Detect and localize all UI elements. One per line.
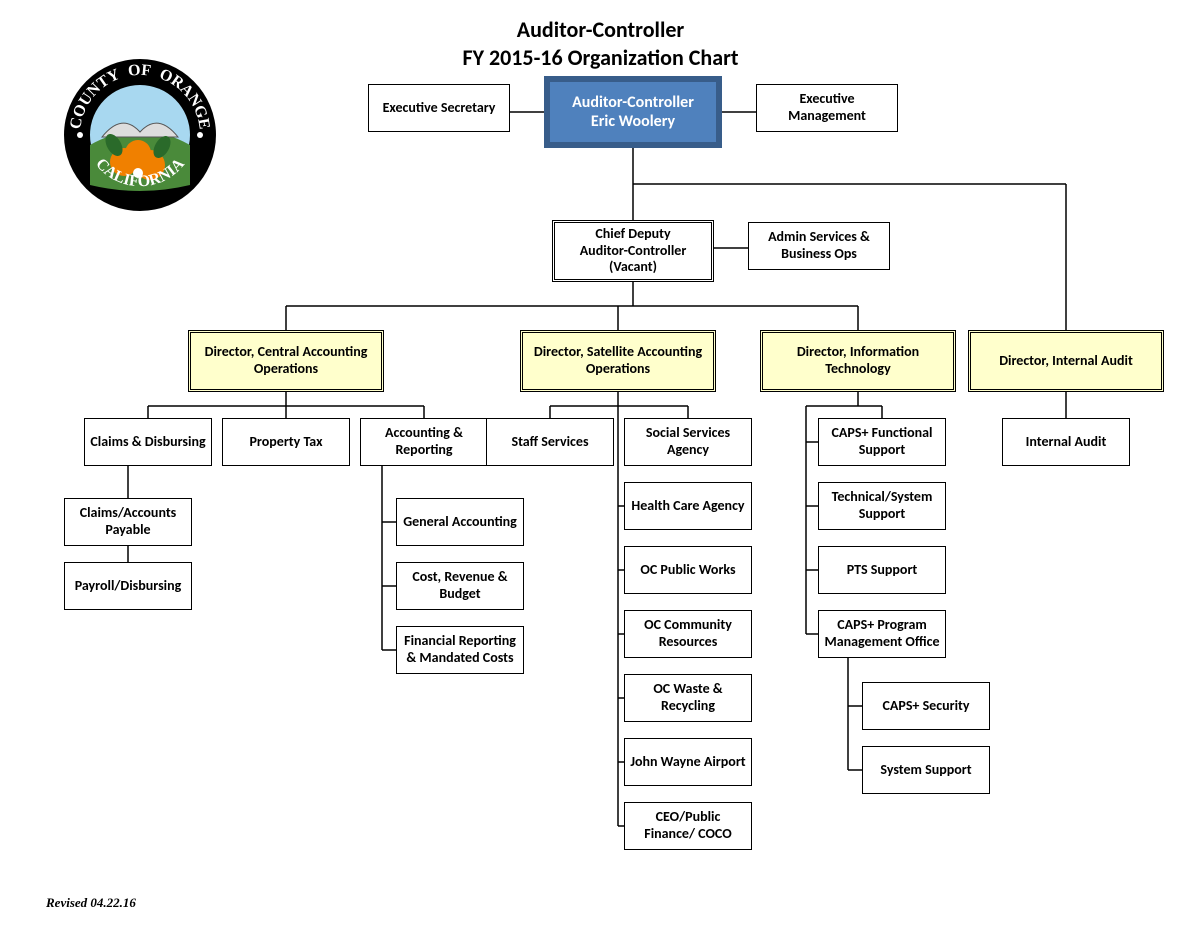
node-claims-disbursing: Claims & Disbursing xyxy=(84,418,212,466)
node-staff-services: Staff Services xyxy=(486,418,614,466)
node-property-tax: Property Tax xyxy=(222,418,350,466)
node-caps-pmo: CAPS+ Program Management Office xyxy=(818,610,946,658)
node-social-services-agency: Social Services Agency xyxy=(624,418,752,466)
node-exec-management: Executive Management xyxy=(756,84,898,132)
node-system-support: System Support xyxy=(862,746,990,794)
node-internal-audit: Internal Audit xyxy=(1002,418,1130,466)
node-john-wayne-airport: John Wayne Airport xyxy=(624,738,752,786)
node-auditor-controller: Auditor-ControllerEric Woolery xyxy=(544,76,722,148)
node-chief-deputy: Chief DeputyAuditor-Controller(Vacant) xyxy=(552,220,714,282)
node-dir-central: Director, Central Accounting Operations xyxy=(188,330,384,392)
node-dir-it: Director, Information Technology xyxy=(760,330,956,392)
node-oc-waste-recycling: OC Waste & Recycling xyxy=(624,674,752,722)
node-caps-functional: CAPS+ Functional Support xyxy=(818,418,946,466)
county-seal: COUNTY OF ORANGE CALIFORNIA xyxy=(62,57,218,213)
node-claims-ap: Claims/Accounts Payable xyxy=(64,498,192,546)
node-payroll-disbursing: Payroll/Disbursing xyxy=(64,562,192,610)
node-financial-reporting: Financial Reporting & Mandated Costs xyxy=(396,626,524,674)
node-ceo-public-finance: CEO/Public Finance/ COCO xyxy=(624,802,752,850)
node-pts-support: PTS Support xyxy=(818,546,946,594)
node-oc-community-resources: OC Community Resources xyxy=(624,610,752,658)
node-dir-audit: Director, Internal Audit xyxy=(968,330,1164,392)
node-exec-secretary: Executive Secretary xyxy=(368,84,510,132)
node-health-care-agency: Health Care Agency xyxy=(624,482,752,530)
node-dir-satellite: Director, Satellite Accounting Operation… xyxy=(520,330,716,392)
node-oc-public-works: OC Public Works xyxy=(624,546,752,594)
node-general-accounting: General Accounting xyxy=(396,498,524,546)
node-technical-system-support: Technical/System Support xyxy=(818,482,946,530)
revised-date: Revised 04.22.16 xyxy=(46,895,136,911)
node-cost-revenue-budget: Cost, Revenue & Budget xyxy=(396,562,524,610)
node-admin-services: Admin Services & Business Ops xyxy=(748,222,890,270)
chart-title-1: Auditor-Controller xyxy=(0,16,1201,43)
node-caps-security: CAPS+ Security xyxy=(862,682,990,730)
node-accounting-reporting: Accounting & Reporting xyxy=(360,418,488,466)
